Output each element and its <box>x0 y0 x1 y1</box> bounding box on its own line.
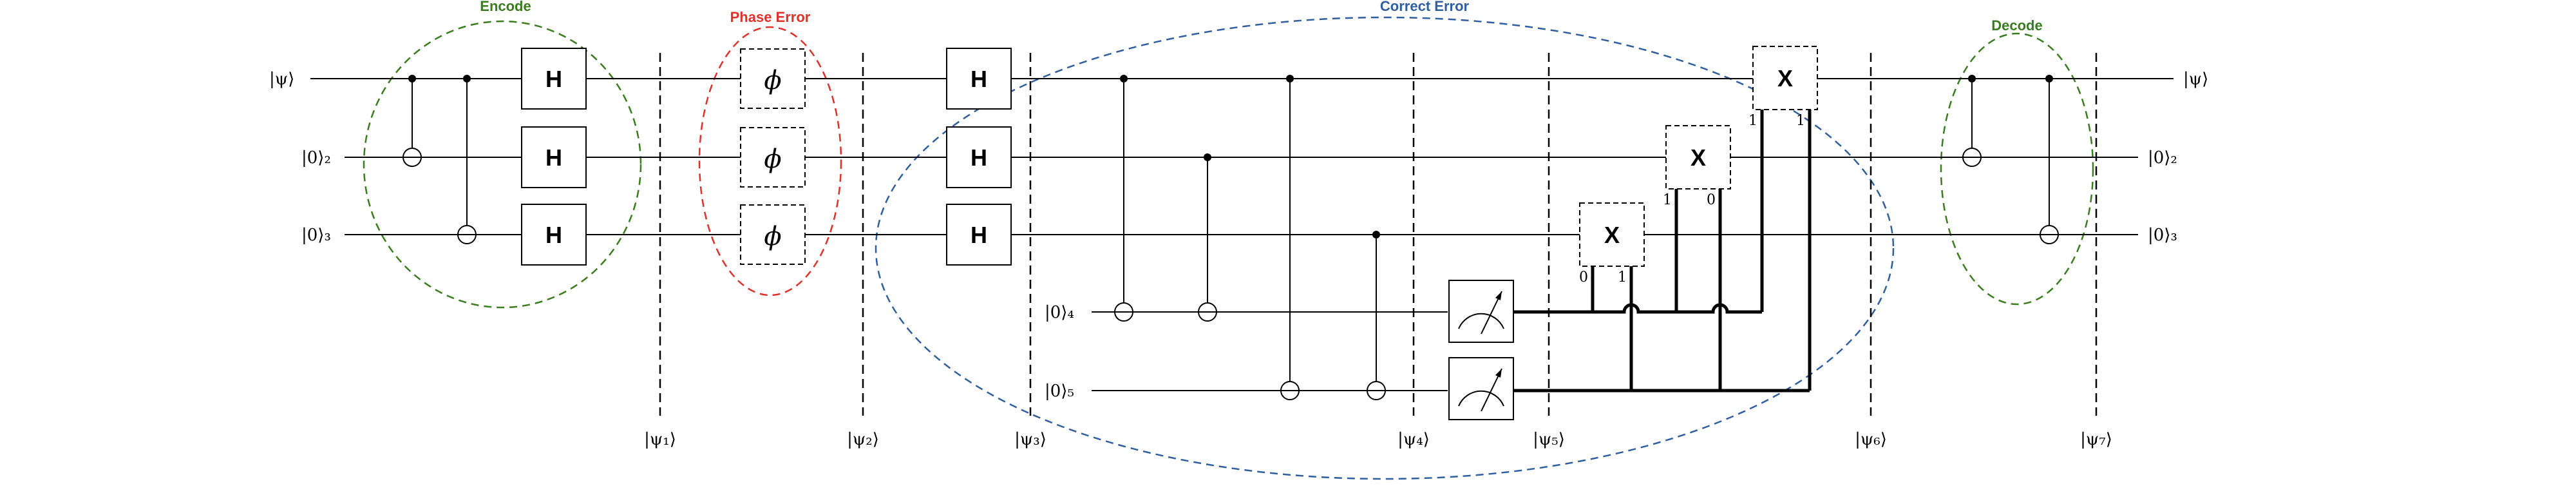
svg-text:ϕ: ϕ <box>764 144 781 174</box>
measurement-ancilla-5 <box>1448 357 1514 420</box>
svg-text:H: H <box>971 222 987 248</box>
decode-group-title: Decode <box>1991 17 2042 34</box>
cnot-syndrome-q3-a5 <box>1367 231 1386 400</box>
svg-text:H: H <box>545 144 562 171</box>
condition-bit-x-q1-left: 1 <box>1748 113 1757 129</box>
cnot-syndrome-q1-a5 <box>1280 75 1300 400</box>
stage-label-psi6: |ψ₆⟩ <box>1855 430 1887 449</box>
encode-group-title: Encode <box>480 0 531 14</box>
correct-error-group-title: Correct Error <box>1380 0 1470 14</box>
svg-text:ϕ: ϕ <box>764 66 781 95</box>
wire-label-ancilla-4-in: |0⟩₄ <box>1045 303 1074 322</box>
classical-wire-ancilla-4 <box>1513 303 1762 314</box>
svg-text:ϕ: ϕ <box>764 222 781 251</box>
condition-bit-x-q2-left: 1 <box>1663 192 1672 208</box>
svg-text:H: H <box>545 66 562 92</box>
phase-error-group-outline <box>698 26 842 296</box>
hadamard-encode-q2: H <box>521 126 587 188</box>
wire-label-q1-out: |ψ⟩ <box>2183 70 2208 89</box>
svg-text:X: X <box>1604 222 1620 248</box>
condition-bit-x-q3-left: 0 <box>1579 269 1588 286</box>
x-gate-q1: X <box>1752 46 1818 110</box>
cnot-encode-2 <box>457 75 477 244</box>
measurement-ancilla-4 <box>1448 280 1514 343</box>
x-gate-q3: X <box>1579 202 1645 267</box>
hadamard-encode-q3: H <box>521 204 587 266</box>
wire-label-q1-in: |ψ⟩ <box>269 70 294 89</box>
condition-bit-x-q1-right: 1 <box>1796 113 1805 129</box>
phase-error-gate-q1: ϕ <box>740 48 806 109</box>
hadamard-basis-q3: H <box>946 204 1012 266</box>
encode-group-outline <box>363 20 642 309</box>
cnot-decode-1 <box>1962 75 1982 167</box>
control-dot <box>463 75 471 82</box>
svg-text:H: H <box>971 144 987 171</box>
cnot-syndrome-q1-a4 <box>1114 75 1133 322</box>
svg-text:X: X <box>1777 65 1793 92</box>
cnot-syndrome-q2-a4 <box>1198 153 1217 322</box>
stage-label-psi1: |ψ₁⟩ <box>644 430 676 449</box>
wire-label-q2-out: |0⟩₂ <box>2148 148 2177 168</box>
wire-label-q3-in: |0⟩₃ <box>301 226 331 245</box>
stage-label-psi2: |ψ₂⟩ <box>847 430 879 449</box>
phase-error-gate-q2: ϕ <box>740 127 806 188</box>
stage-label-psi3: |ψ₃⟩ <box>1014 430 1046 449</box>
condition-bit-x-q3-right: 1 <box>1618 269 1627 286</box>
wire-label-q2-in: |0⟩₂ <box>301 148 331 168</box>
control-dot <box>408 75 416 82</box>
svg-text:H: H <box>545 222 562 248</box>
cnot-encode-1 <box>402 75 422 167</box>
hadamard-encode-q1: H <box>521 48 587 110</box>
stage-label-psi5: |ψ₅⟩ <box>1533 430 1565 449</box>
stage-label-psi4: |ψ₄⟩ <box>1397 430 1430 449</box>
svg-text:X: X <box>1690 144 1706 171</box>
wire-label-ancilla-5-in: |0⟩₅ <box>1045 382 1074 401</box>
cnot-decode-2 <box>2040 75 2059 244</box>
stage-label-psi7: |ψ₇⟩ <box>2080 430 2112 449</box>
correct-error-group-outline <box>875 16 1895 480</box>
phase-error-gate-q3: ϕ <box>740 204 806 265</box>
condition-bit-x-q2-right: 0 <box>1707 192 1716 208</box>
x-gate-q2: X <box>1665 125 1731 189</box>
wire-label-q3-out: |0⟩₃ <box>2148 226 2177 245</box>
hadamard-basis-q1: H <box>946 48 1012 110</box>
svg-text:H: H <box>971 66 987 92</box>
hadamard-basis-q2: H <box>946 126 1012 188</box>
decode-group-outline <box>1940 32 2094 306</box>
phase-error-group-title: Phase Error <box>730 9 811 25</box>
